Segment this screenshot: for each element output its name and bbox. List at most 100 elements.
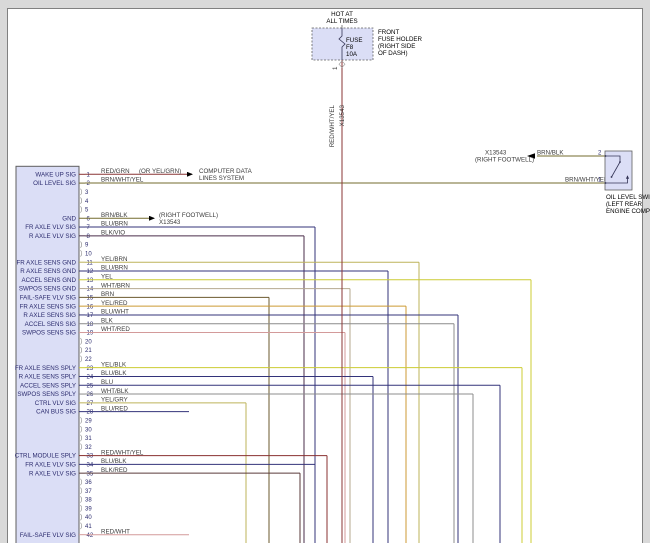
svg-text:31: 31: [85, 436, 92, 442]
svg-text:GND: GND: [62, 215, 76, 222]
svg-text:22: 22: [85, 357, 92, 363]
svg-text:23: 23: [87, 366, 94, 372]
svg-text:37: 37: [85, 489, 92, 495]
svg-text:33: 33: [87, 454, 94, 460]
svg-text:4: 4: [85, 199, 89, 205]
svg-text:29: 29: [85, 419, 92, 425]
svg-text:WHT/BLK: WHT/BLK: [101, 388, 129, 395]
svg-text:RED/GRN: RED/GRN: [101, 168, 130, 175]
svg-text:CTRL MODULE SPLY: CTRL MODULE SPLY: [15, 453, 76, 460]
svg-text:8: 8: [87, 234, 91, 240]
svg-text:F8: F8: [346, 44, 354, 51]
svg-text:BLK: BLK: [101, 317, 114, 324]
svg-text:SWPOS SENS GND: SWPOS SENS GND: [19, 286, 77, 293]
svg-text:20: 20: [85, 339, 92, 345]
svg-text:RED/WHT/YEL: RED/WHT/YEL: [329, 104, 336, 147]
svg-text:19: 19: [87, 331, 94, 337]
svg-text:12: 12: [87, 269, 94, 275]
svg-text:FR AXLE SENS SIG: FR AXLE SENS SIG: [20, 303, 77, 310]
svg-text:14: 14: [87, 287, 94, 293]
svg-text:FAIL-SAFE VLV SIG: FAIL-SAFE VLV SIG: [20, 532, 76, 539]
svg-text:28: 28: [87, 410, 94, 416]
svg-text:FR AXLE VLV SIG: FR AXLE VLV SIG: [25, 224, 76, 231]
svg-text:BRN/BLK: BRN/BLK: [101, 212, 128, 219]
svg-text:BLU/BLK: BLU/BLK: [101, 370, 127, 377]
svg-text:CAN BUS SIG: CAN BUS SIG: [36, 409, 76, 416]
svg-text:WAKE UP SIG: WAKE UP SIG: [35, 171, 76, 178]
svg-text:1: 1: [87, 172, 91, 178]
svg-text:OIL LEVEL SWITCH: OIL LEVEL SWITCH: [606, 194, 650, 201]
svg-text:BLU/BRN: BLU/BRN: [101, 265, 128, 272]
svg-text:(RIGHT SIDE: (RIGHT SIDE: [378, 43, 415, 50]
svg-text:HOT AT: HOT AT: [331, 11, 353, 18]
svg-text:X13543: X13543: [339, 104, 346, 126]
svg-text:SWPOS SENS SIG: SWPOS SENS SIG: [22, 330, 76, 337]
svg-text:R AXLE SENS GND: R AXLE SENS GND: [20, 268, 76, 275]
svg-text:ALL TIMES: ALL TIMES: [326, 18, 357, 25]
svg-text:BLK/RED: BLK/RED: [101, 467, 128, 474]
svg-text:YEL/BRN: YEL/BRN: [101, 256, 127, 263]
svg-text:BLU/BRN: BLU/BRN: [101, 221, 128, 228]
svg-text:39: 39: [85, 506, 92, 512]
svg-text:R AXLE SENS SIG: R AXLE SENS SIG: [23, 312, 76, 319]
svg-text:X13543: X13543: [159, 219, 181, 226]
svg-text:36: 36: [85, 480, 92, 486]
svg-text:9: 9: [85, 243, 89, 249]
svg-text:YEL/BLK: YEL/BLK: [101, 361, 127, 368]
svg-text:FR AXLE VLV SIG: FR AXLE VLV SIG: [25, 461, 76, 468]
svg-text:(OR YEL/GRN): (OR YEL/GRN): [139, 168, 181, 175]
svg-text:34: 34: [87, 462, 94, 468]
svg-text:18: 18: [87, 322, 94, 328]
svg-text:BLU/BLK: BLU/BLK: [101, 458, 127, 465]
svg-text:BRN/BLK: BRN/BLK: [537, 150, 564, 157]
svg-text:5: 5: [85, 208, 89, 214]
svg-text:CTRL VLV SIG: CTRL VLV SIG: [35, 400, 76, 407]
svg-text:YEL/RED: YEL/RED: [101, 300, 128, 307]
svg-text:FAIL-SAFE VLV SIG: FAIL-SAFE VLV SIG: [20, 294, 76, 301]
svg-text:13: 13: [87, 278, 94, 284]
svg-text:10A: 10A: [346, 51, 358, 58]
svg-text:FUSE HOLDER: FUSE HOLDER: [378, 36, 423, 43]
svg-text:RED/WHT: RED/WHT: [101, 528, 130, 535]
svg-text:35: 35: [87, 471, 94, 477]
svg-text:OIL LEVEL SIG: OIL LEVEL SIG: [33, 180, 76, 187]
svg-text:2: 2: [87, 181, 91, 187]
svg-text:ACCEL SENS SIG: ACCEL SENS SIG: [25, 321, 77, 328]
svg-text:6: 6: [87, 216, 91, 222]
svg-text:BLU: BLU: [101, 379, 113, 386]
svg-text:FR AXLE SENS SPLY: FR AXLE SENS SPLY: [15, 365, 76, 372]
svg-text:BLK/VIO: BLK/VIO: [101, 230, 125, 237]
svg-text:16: 16: [87, 304, 94, 310]
svg-text:BRN/WHT/YEL: BRN/WHT/YEL: [565, 177, 608, 184]
svg-text:42: 42: [87, 533, 94, 539]
svg-text:SWPOS SENS SPLY: SWPOS SENS SPLY: [17, 391, 76, 398]
svg-text:30: 30: [85, 427, 92, 433]
svg-text:YEL: YEL: [101, 273, 113, 280]
svg-text:1: 1: [332, 66, 339, 70]
svg-text:17: 17: [87, 313, 94, 319]
svg-text:WHT/RED: WHT/RED: [101, 326, 130, 333]
svg-text:ACCEL SENS SPLY: ACCEL SENS SPLY: [20, 382, 76, 389]
svg-text:24: 24: [87, 375, 94, 381]
svg-text:7: 7: [87, 225, 91, 231]
svg-text:FRONT: FRONT: [378, 29, 400, 36]
svg-text:38: 38: [85, 498, 92, 504]
svg-text:BRN/WHT/YEL: BRN/WHT/YEL: [101, 177, 144, 184]
svg-text:RED/WHT/YEL: RED/WHT/YEL: [101, 449, 144, 456]
svg-text:BLU/WHT: BLU/WHT: [101, 309, 129, 316]
svg-text:WHT/BRN: WHT/BRN: [101, 282, 130, 289]
svg-text:11: 11: [87, 260, 94, 266]
svg-text:3: 3: [85, 190, 89, 196]
svg-text:26: 26: [87, 392, 94, 398]
svg-text:15: 15: [87, 295, 94, 301]
svg-text:BRN: BRN: [101, 291, 114, 298]
svg-text:ACCEL SENS GND: ACCEL SENS GND: [22, 277, 77, 284]
svg-text:(RIGHT FOOTWELL): (RIGHT FOOTWELL): [475, 157, 534, 164]
svg-text:40: 40: [85, 515, 92, 521]
svg-text:R AXLE VLV SIG: R AXLE VLV SIG: [29, 233, 76, 240]
svg-text:32: 32: [85, 445, 92, 451]
svg-text:ENGINE COMPT): ENGINE COMPT): [606, 208, 650, 215]
svg-text:YEL/GRY: YEL/GRY: [101, 397, 128, 404]
svg-text:BLU/RED: BLU/RED: [101, 405, 128, 412]
svg-text:FR AXLE SENS GND: FR AXLE SENS GND: [17, 259, 77, 266]
